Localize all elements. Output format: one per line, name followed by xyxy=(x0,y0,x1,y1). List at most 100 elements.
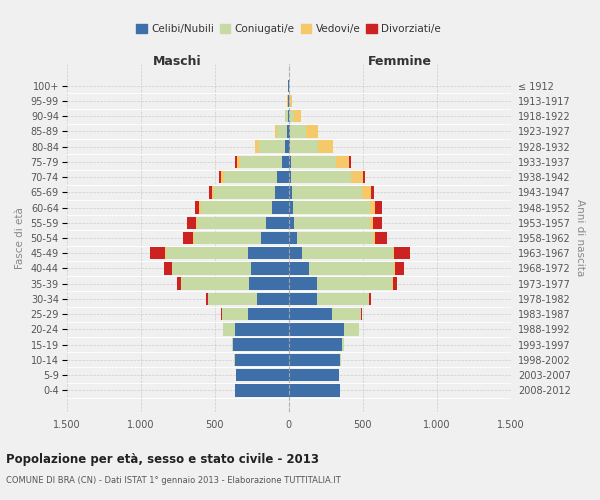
Bar xyxy=(289,292,317,305)
Bar xyxy=(240,156,282,168)
Bar xyxy=(318,140,332,153)
Bar xyxy=(293,202,370,214)
Text: COMUNE DI BRA (CN) - Dati ISTAT 1° gennaio 2013 - Elaborazione TUTTITALIA.IT: COMUNE DI BRA (CN) - Dati ISTAT 1° genna… xyxy=(6,476,341,485)
Bar xyxy=(236,369,289,382)
Bar xyxy=(371,186,374,198)
Bar xyxy=(272,202,289,214)
Legend: Celibi/Nubili, Coniugati/e, Vedovi/e, Divorziati/e: Celibi/Nubili, Coniugati/e, Vedovi/e, Di… xyxy=(132,20,445,38)
Bar xyxy=(394,247,410,260)
Bar xyxy=(292,186,362,198)
Bar xyxy=(375,232,387,244)
Bar xyxy=(395,262,404,274)
Y-axis label: Fasce di età: Fasce di età xyxy=(15,207,25,269)
Bar xyxy=(187,216,196,229)
Bar xyxy=(335,156,349,168)
Bar xyxy=(194,232,261,244)
Bar xyxy=(290,156,335,168)
Bar xyxy=(317,278,392,290)
Bar xyxy=(363,171,365,183)
Bar xyxy=(277,125,287,138)
Bar xyxy=(289,262,310,274)
Bar xyxy=(248,278,289,290)
Bar xyxy=(289,338,342,351)
Bar xyxy=(293,110,301,122)
Bar xyxy=(164,262,172,274)
Bar xyxy=(289,110,293,122)
Bar xyxy=(302,247,393,260)
Bar xyxy=(373,232,375,244)
Bar xyxy=(332,140,334,153)
Bar xyxy=(306,125,317,138)
Bar xyxy=(289,125,290,138)
Bar xyxy=(289,354,340,366)
Bar xyxy=(248,247,289,260)
Bar xyxy=(287,110,289,122)
Bar xyxy=(196,216,197,229)
Bar xyxy=(370,202,376,214)
Y-axis label: Anni di nascita: Anni di nascita xyxy=(575,200,585,276)
Bar xyxy=(197,216,266,229)
Bar xyxy=(237,156,240,168)
Bar xyxy=(393,247,394,260)
Bar xyxy=(257,292,289,305)
Bar xyxy=(344,323,359,336)
Bar xyxy=(289,369,339,382)
Text: Femmine: Femmine xyxy=(368,54,431,68)
Bar xyxy=(370,216,373,229)
Bar xyxy=(289,247,302,260)
Bar xyxy=(221,308,222,320)
Bar xyxy=(275,186,289,198)
Bar xyxy=(289,202,293,214)
Bar xyxy=(289,308,332,320)
Bar xyxy=(349,156,350,168)
Bar xyxy=(266,216,289,229)
Bar xyxy=(200,202,272,214)
Bar xyxy=(289,156,290,168)
Bar xyxy=(206,292,208,305)
Bar xyxy=(193,232,194,244)
Bar xyxy=(235,384,289,396)
Bar xyxy=(224,171,277,183)
Bar xyxy=(289,216,294,229)
Bar xyxy=(285,140,289,153)
Bar xyxy=(297,232,373,244)
Bar xyxy=(289,140,290,153)
Bar xyxy=(285,110,286,122)
Bar xyxy=(369,292,371,305)
Bar xyxy=(275,125,277,138)
Bar xyxy=(255,140,259,153)
Bar xyxy=(195,202,199,214)
Bar xyxy=(394,262,395,274)
Bar xyxy=(362,186,371,198)
Bar xyxy=(310,262,394,274)
Bar xyxy=(286,110,287,122)
Bar xyxy=(221,171,224,183)
Bar xyxy=(166,247,248,260)
Bar xyxy=(373,216,382,229)
Bar xyxy=(209,186,212,198)
Bar xyxy=(290,125,306,138)
Bar xyxy=(199,202,200,214)
Bar xyxy=(208,292,257,305)
Bar xyxy=(289,171,291,183)
Bar xyxy=(317,292,368,305)
Bar xyxy=(214,186,275,198)
Bar xyxy=(392,278,397,290)
Bar xyxy=(376,202,382,214)
Bar xyxy=(235,354,289,366)
Bar xyxy=(261,232,289,244)
Bar xyxy=(232,338,233,351)
Bar xyxy=(290,140,318,153)
Bar xyxy=(351,171,363,183)
Bar xyxy=(181,278,248,290)
Bar xyxy=(235,323,289,336)
Bar xyxy=(235,156,237,168)
Bar xyxy=(277,171,289,183)
Bar xyxy=(342,338,344,351)
Bar xyxy=(332,308,361,320)
Bar xyxy=(251,262,289,274)
Bar xyxy=(222,308,248,320)
Bar xyxy=(212,186,214,198)
Bar xyxy=(291,171,351,183)
Bar xyxy=(289,278,317,290)
